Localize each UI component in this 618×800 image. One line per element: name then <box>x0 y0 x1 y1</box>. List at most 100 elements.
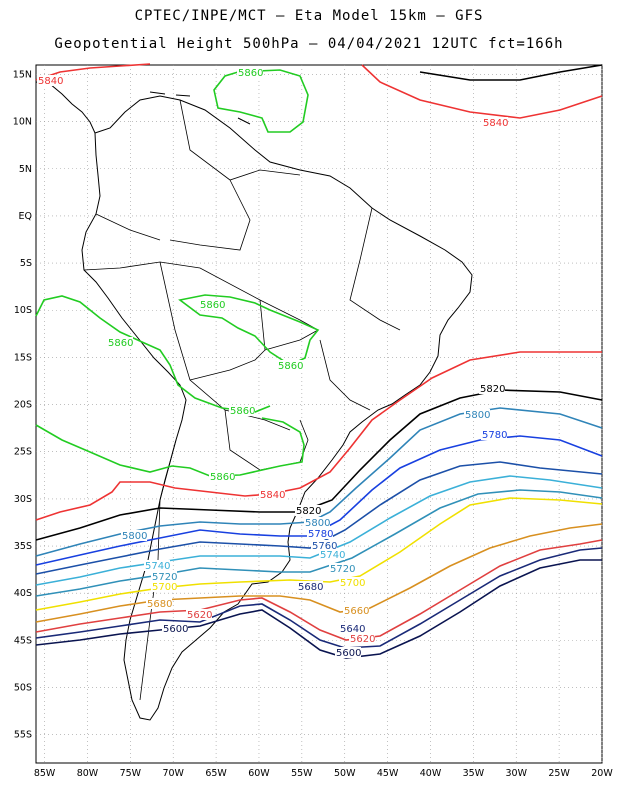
contour-label-bg <box>209 471 235 482</box>
contour-label: 5720 <box>330 564 355 575</box>
contour-5760 <box>35 461 603 575</box>
lat-tick-label: 15N <box>13 69 32 80</box>
contour-label: 5820 <box>480 384 505 395</box>
contour-label: 5800 <box>465 410 490 421</box>
chart-title-line2: Geopotential Height 500hPa – 04/04/2021 … <box>54 36 564 52</box>
contour-label: 5860 <box>238 68 263 79</box>
contour-label: 5640 <box>340 624 365 635</box>
contour-label-bg <box>199 299 225 310</box>
lon-tick-label: 75W <box>120 768 142 779</box>
lat-tick-label: 55S <box>14 730 32 741</box>
contour-label: 5860 <box>200 300 225 311</box>
country-borders <box>83 99 401 701</box>
contour-label-bg <box>304 517 330 528</box>
lat-tick-label: 15S <box>14 352 32 363</box>
map-frame <box>35 64 603 764</box>
contour-label-bg <box>307 528 333 539</box>
lat-tick-label: 10N <box>13 117 32 128</box>
contour-label-bg <box>319 549 345 560</box>
contour-5660 <box>35 539 603 641</box>
contour-label: 5620 <box>187 610 212 621</box>
contour-label-bg <box>343 605 369 616</box>
lon-tick-label: 25W <box>548 768 570 779</box>
contour-label: 5680 <box>147 599 172 610</box>
contour-label-bg <box>311 540 337 551</box>
contour-label-bg <box>277 360 303 371</box>
contour-5720 <box>35 489 603 597</box>
lon-tick-label: 30W <box>506 768 528 779</box>
contour-label-bg <box>37 75 63 86</box>
lat-tick-label: 45S <box>14 635 32 646</box>
contour-label: 5620 <box>350 634 375 645</box>
contour-label: 5720 <box>152 572 177 583</box>
contour-5700 <box>35 497 603 611</box>
contour-5640 <box>35 547 603 649</box>
lat-tick-label: 30S <box>14 494 32 505</box>
caribbean-islands <box>149 91 251 125</box>
coastline <box>35 81 473 721</box>
contour-label: 5600 <box>336 648 361 659</box>
lat-tick-label: 10S <box>14 305 32 316</box>
contour-5860-amazon <box>178 294 320 366</box>
contour-label: 5600 <box>163 624 188 635</box>
contour-label-bg <box>479 383 505 394</box>
lat-tick-label: 20S <box>14 400 32 411</box>
contour-label-bg <box>146 598 172 609</box>
contour-label-bg <box>295 505 321 516</box>
lon-tick-label: 80W <box>77 768 99 779</box>
contour-label-bg <box>297 581 323 592</box>
lat-tick-label: EQ <box>19 211 32 222</box>
contour-label-bg <box>481 429 507 440</box>
contour-5680 <box>35 523 603 623</box>
contour-label: 5840 <box>483 118 508 129</box>
contour-label-bg <box>144 560 170 571</box>
contour-label: 5860 <box>210 472 235 483</box>
contour-label: 5860 <box>108 338 133 349</box>
contour-labels: 5840586058405860586058605860586058205800… <box>37 67 508 659</box>
contour-label-bg <box>464 409 490 420</box>
lon-tick-label: 60W <box>248 768 270 779</box>
contour-label-bg <box>335 647 361 658</box>
lat-tick-label: 25S <box>14 447 32 458</box>
lon-tick-label: 85W <box>34 768 56 779</box>
contour-label: 5780 <box>482 430 507 441</box>
chart-title-line1: CPTEC/INPE/MCT – Eta Model 15km – GFS <box>134 8 484 24</box>
contour-label-bg <box>186 609 212 620</box>
contour-label-bg <box>349 633 375 644</box>
contour-label: 5840 <box>38 76 63 87</box>
lat-tick-label: 5N <box>19 164 32 175</box>
contour-label-bg <box>151 581 177 592</box>
contour-5840-north <box>35 63 603 119</box>
contour-label-bg <box>162 623 188 634</box>
contour-label-bg <box>151 571 177 582</box>
lon-tick-label: 20W <box>591 768 613 779</box>
contour-label-bg <box>237 67 263 78</box>
lon-tick-label: 55W <box>291 768 313 779</box>
lat-tick-label: 5S <box>20 258 32 269</box>
contour-label: 5680 <box>298 582 323 593</box>
contour-label-bg <box>107 337 133 348</box>
axis-ticks: 15N 10N 5N EQ 5S 10S 15S 20S 25S 30S 35S 40S 45S 50S 5… <box>13 69 614 779</box>
contour-5820-north <box>419 64 603 81</box>
contour-label: 5740 <box>145 561 170 572</box>
contour-label: 5820 <box>296 506 321 517</box>
grid-lines <box>36 65 603 763</box>
contour-label-bg <box>339 577 365 588</box>
contour-label: 5760 <box>312 541 337 552</box>
contour-label: 5800 <box>305 518 330 529</box>
lat-tick-label: 40S <box>14 588 32 599</box>
contour-label-bg <box>121 530 147 541</box>
contour-label: 5800 <box>122 531 147 542</box>
lon-tick-label: 70W <box>162 768 184 779</box>
contour-label: 5700 <box>340 578 365 589</box>
lon-tick-label: 45W <box>377 768 399 779</box>
contour-5860-south <box>35 417 305 477</box>
lon-tick-label: 65W <box>205 768 227 779</box>
south-america-coast <box>81 95 473 721</box>
lon-tick-label: 40W <box>420 768 442 779</box>
contour-label-bg <box>482 117 508 128</box>
contour-lines <box>35 63 603 659</box>
contour-label-bg <box>339 623 365 634</box>
lat-tick-label: 50S <box>14 683 32 694</box>
